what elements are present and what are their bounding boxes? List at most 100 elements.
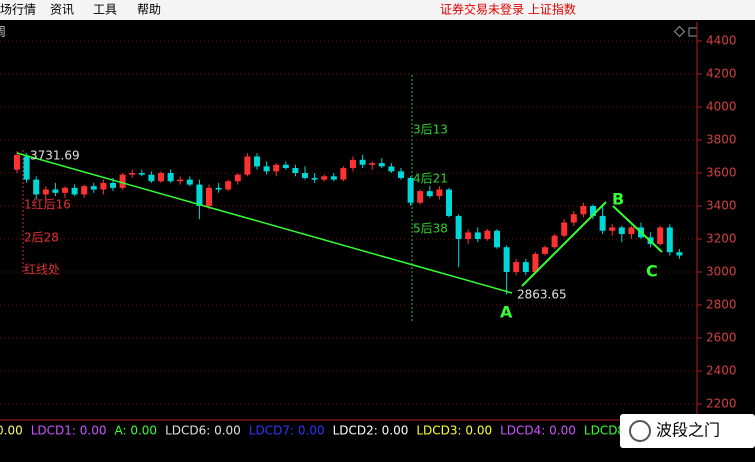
candle-body — [234, 174, 241, 182]
candle-body — [90, 186, 97, 190]
menu-item[interactable]: 场行情 — [0, 3, 36, 17]
candle-body — [330, 176, 337, 180]
candle-body — [561, 222, 568, 236]
indicator-value: LDCD6: 0.00 — [165, 424, 241, 438]
watermark-icon — [629, 420, 651, 442]
menu-item[interactable]: 工具 — [93, 3, 117, 17]
icon[interactable] — [673, 25, 686, 38]
y-tick-label: 2400 — [706, 364, 737, 378]
candle-body — [503, 247, 510, 272]
candle-body — [186, 179, 193, 185]
annotation: 3后13 — [413, 123, 448, 137]
candle-body — [542, 247, 548, 254]
candle-body — [657, 227, 664, 244]
candle-body — [311, 177, 318, 180]
candle-body — [292, 168, 299, 173]
candle-body — [215, 187, 222, 190]
candle-body — [14, 154, 20, 170]
candle-body — [158, 173, 164, 182]
candle-body — [148, 174, 155, 182]
candle-body — [23, 156, 30, 180]
trend-line — [16, 152, 513, 294]
candle-body — [455, 215, 462, 239]
y-tick-label: 4000 — [706, 100, 737, 114]
candle-body — [282, 164, 289, 169]
annotation: 1红后16 — [24, 197, 71, 212]
candle-body — [167, 173, 174, 182]
candle-body — [244, 156, 251, 175]
candle-body — [590, 206, 596, 216]
y-tick-label: 2800 — [706, 298, 737, 312]
candle-body — [129, 173, 136, 175]
candle-body — [398, 171, 404, 178]
indicator-value: A: 0.00 — [114, 424, 157, 438]
candle-body — [570, 214, 577, 223]
candle-body — [551, 235, 558, 248]
annotation: 红线处 — [24, 262, 60, 277]
candle-body — [350, 159, 356, 169]
menu-item[interactable]: 帮助 — [137, 3, 161, 17]
candle-body — [42, 189, 49, 195]
annotation: 5后38 — [413, 222, 448, 236]
y-tick-label: 3800 — [706, 133, 737, 147]
high-label: 3731.69 — [30, 149, 80, 163]
annotation: 4后21 — [413, 172, 448, 186]
candle-body — [436, 189, 443, 197]
y-tick-label: 3600 — [706, 166, 737, 180]
candle-body — [369, 163, 376, 165]
y-tick-label: 4400 — [706, 34, 737, 48]
candle-body — [407, 177, 414, 203]
candle-body — [273, 164, 280, 172]
candle-body — [100, 182, 107, 190]
candle-body — [302, 173, 308, 178]
y-tick-label: 4200 — [706, 67, 737, 81]
candle-body — [618, 227, 625, 235]
candle-body — [254, 156, 260, 167]
candle-body — [177, 179, 184, 182]
candle-body — [359, 159, 366, 165]
low-label: 2863.65 — [517, 288, 567, 302]
candle-body — [676, 252, 683, 256]
candle-body — [446, 189, 452, 216]
wave-label: B — [612, 190, 624, 209]
candle-body — [340, 168, 347, 180]
candle-body — [628, 227, 635, 235]
candle-body — [666, 227, 673, 253]
candle-body — [474, 232, 481, 239]
candle-body — [81, 186, 88, 195]
y-tick-label: 2200 — [706, 397, 737, 411]
candle-body — [580, 206, 587, 215]
menu-item[interactable]: 资讯 — [50, 3, 74, 17]
candle-body — [426, 191, 433, 197]
candle-body — [321, 176, 328, 180]
y-tick-label: 3200 — [706, 232, 737, 246]
candle-body — [378, 163, 385, 167]
candle-body — [522, 262, 529, 272]
candle-body — [484, 230, 491, 239]
candle-body — [62, 187, 68, 193]
menu-bar — [0, 0, 755, 20]
annotation: 2后28 — [24, 231, 59, 245]
candle-body — [263, 166, 270, 172]
y-tick-label: 3000 — [706, 265, 737, 279]
candle-body — [206, 187, 212, 206]
watermark: 波段之门 — [656, 421, 720, 440]
candle-body — [388, 166, 395, 172]
candle-body — [494, 230, 500, 248]
candle-body — [110, 182, 116, 188]
candle-body — [138, 173, 145, 175]
icon[interactable] — [688, 27, 698, 37]
indicator-value: LDCD4: 0.00 — [500, 424, 576, 438]
candle-body — [513, 262, 520, 272]
y-tick-label: 3400 — [706, 199, 737, 213]
wave-label: A — [500, 303, 513, 322]
candle-body — [71, 187, 78, 195]
candle-body — [225, 181, 232, 190]
indicator-value: LDCD3: 0.00 — [416, 424, 492, 438]
candle-body — [599, 215, 606, 231]
candle-body — [417, 191, 424, 203]
candle-body — [33, 179, 40, 195]
candle-body — [532, 253, 539, 272]
